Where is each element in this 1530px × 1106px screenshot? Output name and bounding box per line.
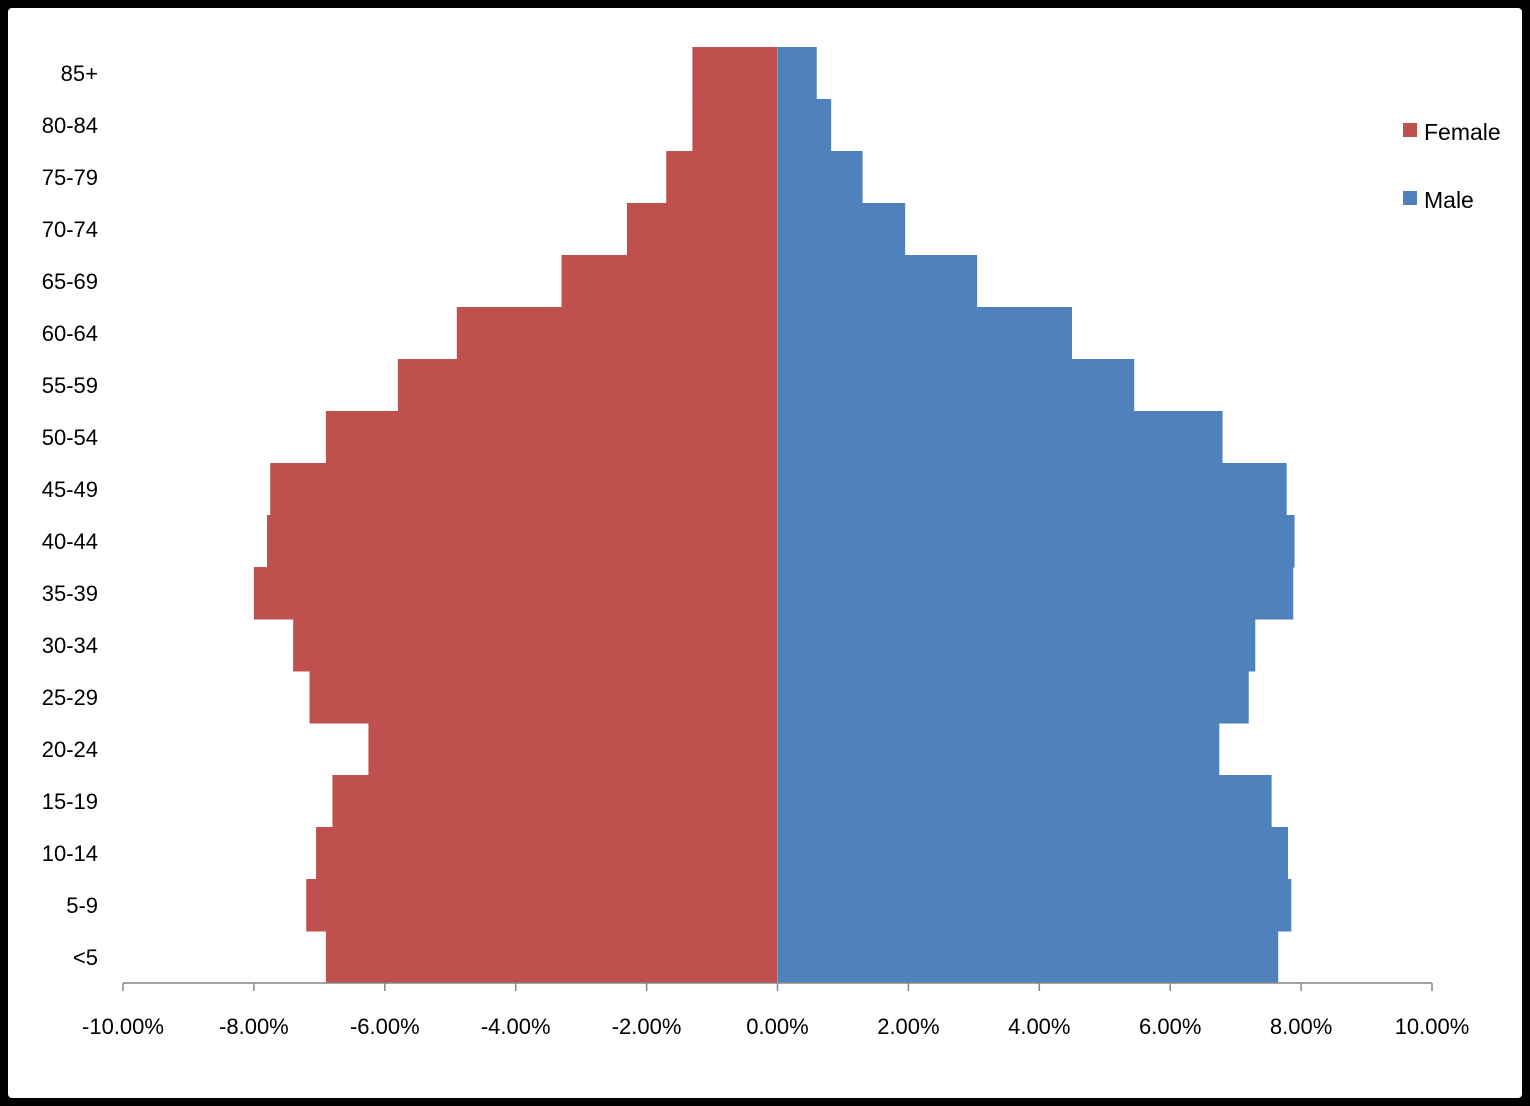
male-bar-30-34 (777, 619, 1256, 672)
category-label: 10-14 (42, 841, 98, 866)
category-label: 65-69 (42, 269, 98, 294)
female-bar-5 (325, 931, 778, 984)
category-label: 25-29 (42, 685, 98, 710)
male-bar-10-14 (777, 827, 1289, 880)
x-tick-label: 10.00% (1395, 1014, 1470, 1039)
legend-swatch-male (1403, 191, 1417, 205)
male-bar-5 (777, 931, 1279, 984)
male-bar-35-39 (777, 567, 1294, 620)
female-bar-25-29 (309, 671, 778, 724)
male-bar-40-44 (777, 515, 1295, 568)
male-bar-50-54 (777, 411, 1223, 464)
female-bar-40-44 (266, 515, 778, 568)
male-bar-45-49 (777, 463, 1287, 516)
female-bar-85 (692, 47, 778, 100)
female-bar-30-34 (293, 619, 778, 672)
x-tick-label: 8.00% (1270, 1014, 1332, 1039)
male-bar-20-24 (777, 723, 1220, 776)
female-bar-70-74 (626, 203, 778, 256)
x-tick-label: -10.00% (82, 1014, 164, 1039)
category-label: 50-54 (42, 425, 98, 450)
female-bar-80-84 (692, 99, 778, 152)
legend-swatch-female (1403, 123, 1417, 137)
category-axis: <5 5-9 10-14 15-19 20-24 25-29 30-34 35-39 40-44… (42, 61, 98, 970)
x-tick-label: -6.00% (350, 1014, 420, 1039)
male-bar-15-19 (777, 775, 1272, 828)
x-tick-label: -8.00% (219, 1014, 289, 1039)
male-bar-80-84 (777, 99, 832, 152)
male-bar-55-59 (777, 359, 1135, 412)
category-label: 85+ (61, 61, 98, 86)
x-tick-label: -2.00% (612, 1014, 682, 1039)
category-label: 35-39 (42, 581, 98, 606)
female-bar-35-39 (253, 567, 778, 620)
male-bar-75-79 (777, 151, 863, 204)
female-bar-50-54 (325, 411, 778, 464)
male-bar-70-74 (777, 203, 906, 256)
category-label: 75-79 (42, 165, 98, 190)
female-bar-55-59 (397, 359, 778, 412)
x-tick-label: 2.00% (877, 1014, 939, 1039)
x-tick-label: 6.00% (1139, 1014, 1201, 1039)
x-tick-label: 4.00% (1008, 1014, 1070, 1039)
category-label: 40-44 (42, 529, 98, 554)
x-axis: -10.00% -8.00% -6.00% -4.00% -2.00% 0.00% 2.00… (82, 47, 1469, 1039)
category-label: 55-59 (42, 373, 98, 398)
female-bar-10-14 (316, 827, 778, 880)
female-bar-5-9 (306, 879, 778, 932)
male-bar-85 (777, 47, 817, 100)
x-tick-label: 0.00% (746, 1014, 808, 1039)
male-bar-25-29 (777, 671, 1249, 724)
category-label: 80-84 (42, 113, 98, 138)
category-label: 5-9 (66, 893, 98, 918)
category-label: <5 (73, 945, 98, 970)
legend-label-male: Male (1424, 187, 1474, 213)
legend: Female Male (1403, 119, 1501, 213)
category-label: 20-24 (42, 737, 98, 762)
female-bar-15-19 (332, 775, 778, 828)
category-label: 70-74 (42, 217, 98, 242)
category-label: 30-34 (42, 633, 98, 658)
male-bar-5-9 (777, 879, 1292, 932)
female-bar-65-69 (561, 255, 778, 308)
female-bar-75-79 (666, 151, 778, 204)
legend-label-female: Female (1424, 119, 1501, 145)
male-bar-65-69 (777, 255, 978, 308)
female-bar-45-49 (270, 463, 778, 516)
female-bar-20-24 (368, 723, 778, 776)
category-label: 15-19 (42, 789, 98, 814)
female-bar-60-64 (456, 307, 778, 360)
bars-group (253, 47, 1295, 984)
male-bar-60-64 (777, 307, 1073, 360)
x-tick-label: -4.00% (481, 1014, 551, 1039)
category-label: 60-64 (42, 321, 98, 346)
category-label: 45-49 (42, 477, 98, 502)
